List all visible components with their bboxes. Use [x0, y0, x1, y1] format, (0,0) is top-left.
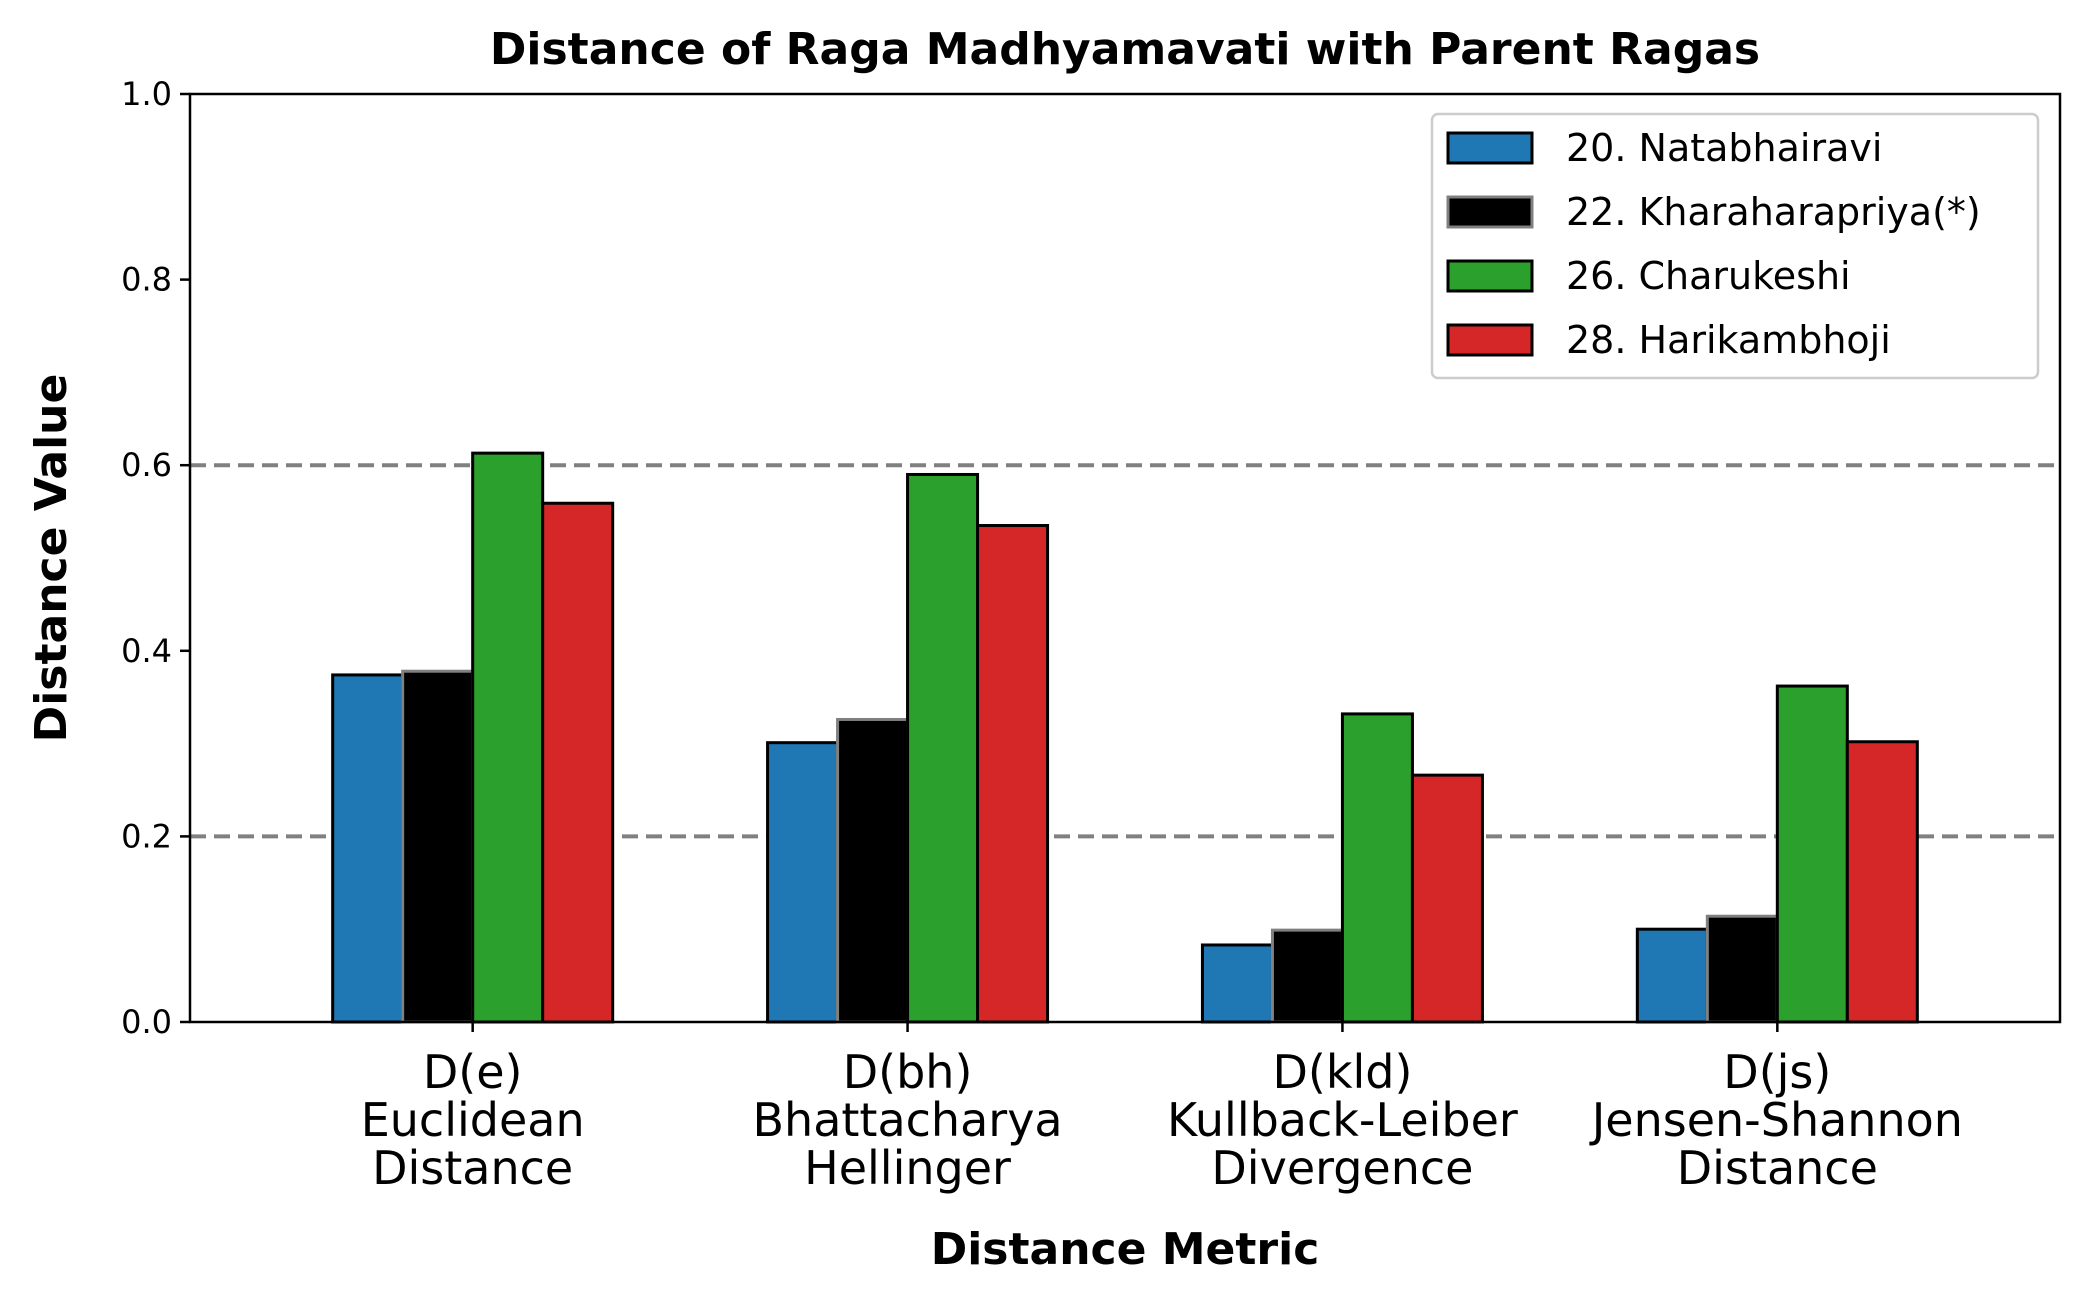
legend-frame — [1430, 112, 2040, 380]
y-axis-label: Distance Value — [26, 374, 77, 743]
bar — [1270, 928, 1344, 1024]
bar — [1200, 943, 1274, 1024]
plot-area-frame — [188, 92, 2062, 1024]
y-tick-label: 0.0 — [121, 1003, 172, 1041]
legend-label: 20. Natabhairavi — [1566, 126, 1882, 170]
y-tick-label: 0.4 — [121, 632, 172, 670]
bar — [1635, 927, 1709, 1024]
y-tick-label: 1.0 — [121, 75, 172, 113]
x-axis-label: Distance Metric — [931, 1224, 1320, 1275]
bar — [471, 451, 545, 1024]
bar — [836, 717, 910, 1024]
y-tick-label: 0.6 — [121, 446, 172, 484]
x-tick-label: D(kld) Kullback-Leiber Divergence — [1167, 1045, 1518, 1195]
bar — [976, 524, 1050, 1024]
x-tick-label: D(e) Euclidean Distance — [361, 1045, 585, 1195]
bar — [766, 741, 840, 1024]
bar — [906, 472, 980, 1024]
legend-swatch — [1446, 195, 1534, 229]
legend-swatch — [1446, 131, 1534, 165]
y-tick-label: 0.2 — [121, 817, 172, 855]
bar — [541, 501, 615, 1024]
bar — [1340, 712, 1414, 1024]
bar — [1775, 684, 1849, 1024]
bar — [331, 673, 405, 1024]
bars-group — [331, 451, 1919, 1024]
legend: 20. Natabhairavi 22. Kharaharapriya(*) 26.… — [1430, 112, 2040, 380]
y-tick-label: 0.8 — [121, 261, 172, 299]
legend-label: 26. Charukeshi — [1566, 254, 1851, 298]
chart-title: Distance of Raga Madhyamavati with Paren… — [490, 24, 1760, 75]
bar — [1410, 773, 1484, 1024]
y-axis-ticks: 0.0 0.2 0.4 0.6 0.8 1.0 — [121, 75, 190, 1041]
bar — [1845, 740, 1919, 1024]
x-axis-ticks: D(e) Euclidean Distance D(bh) Bhattacharya He… — [361, 1022, 1963, 1195]
bar — [1705, 914, 1779, 1024]
x-tick-label: D(js) Jensen-Shannon Distance — [1589, 1045, 1963, 1195]
legend-label: 22. Kharaharapriya(*) — [1566, 190, 1981, 234]
legend-swatch — [1446, 259, 1534, 293]
x-tick-label: D(bh) Bhattacharya Hellinger — [752, 1045, 1062, 1195]
legend-label: 28. Harikambhoji — [1566, 318, 1891, 362]
bar — [401, 669, 475, 1024]
legend-swatch — [1446, 323, 1534, 357]
